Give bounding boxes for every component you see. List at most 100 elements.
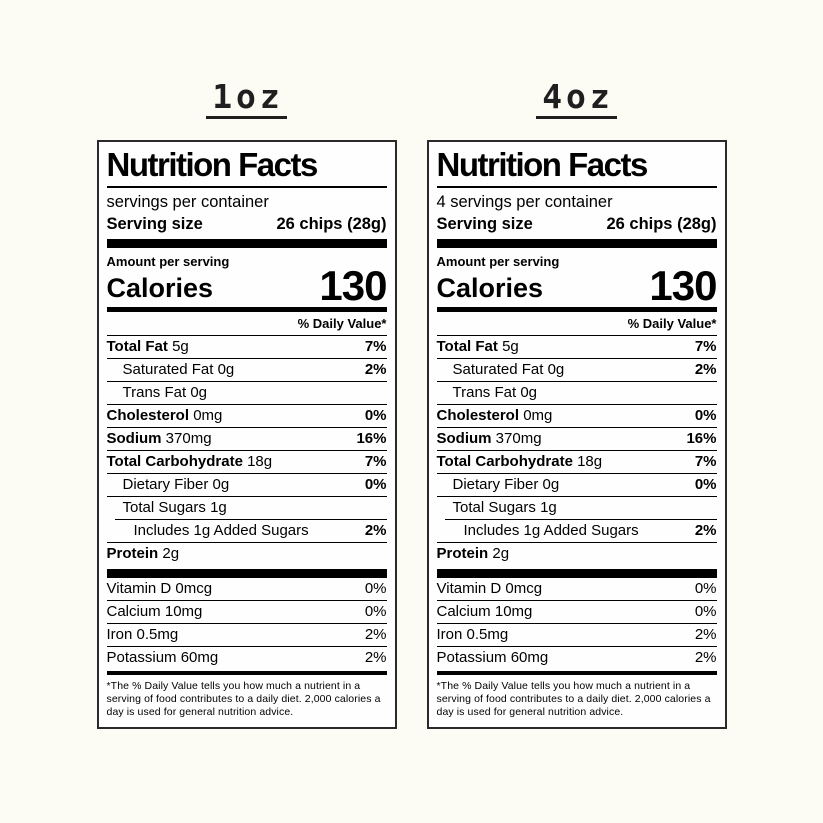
vitamin-row: Potassium 60mg 2%: [436, 645, 717, 669]
nutrient-name: Calcium: [436, 602, 491, 620]
nutrient-name-amount: Dietary Fiber 0g: [123, 474, 230, 496]
nutrient-name-amount: Saturated Fat 0g: [123, 359, 235, 381]
calories-label: Calories: [436, 272, 544, 303]
label-column-1oz: 1oz Nutrition Facts servings per contain…: [96, 80, 397, 729]
size-heading-4oz: 4oz: [536, 80, 617, 119]
nutrient-row: Protein 2g: [436, 541, 717, 565]
daily-value-percent: 0%: [694, 579, 717, 597]
nutrient-amount: 0.5mg: [466, 625, 509, 643]
nutrient-row: Dietary Fiber 0g 0%: [106, 472, 387, 496]
medium-bar: [436, 306, 717, 312]
nutrient-name-amount: Iron 0.5mg: [107, 624, 179, 646]
nutrient-name: Vitamin D: [436, 579, 502, 597]
nutrient-amount: 0mcg: [175, 579, 213, 597]
daily-value-percent: 0%: [364, 475, 387, 493]
nutrient-row: Trans Fat 0g: [436, 380, 717, 404]
daily-value-percent: 0%: [694, 475, 717, 493]
nutrient-amount: 0g: [547, 360, 565, 378]
nutrient-rows: Total Fat 5g 7% Saturated Fat 0g 2% Trans Fa…: [436, 334, 717, 565]
label-column-4oz: 4oz Nutrition Facts 4 servings per conta…: [426, 80, 727, 729]
nutrient-name: Dietary Fiber: [452, 475, 539, 493]
nutrition-label-4oz: Nutrition Facts 4 servings per container…: [426, 140, 727, 729]
nutrient-amount: 0mg: [523, 406, 553, 424]
serving-size-label: Serving size: [106, 214, 203, 233]
serving-size-row: Serving size 26 chips (28g): [107, 213, 387, 235]
daily-value-percent: 7%: [364, 452, 387, 470]
nutrient-name-amount: Includes 1g Added Sugars: [134, 520, 309, 542]
serving-size-row: Serving size 26 chips (28g): [437, 213, 717, 235]
nutrient-row: Sodium 370mg 16%: [106, 426, 387, 450]
nutrient-amount: 370mg: [165, 429, 212, 447]
nutrient-name-amount: Vitamin D 0mcg: [107, 578, 213, 600]
thick-bar: [106, 238, 387, 248]
nutrient-amount: 10mg: [494, 602, 533, 620]
nutrient-amount: 0g: [217, 360, 235, 378]
nutrient-name-amount: Total Fat 5g: [107, 336, 189, 358]
nutrient-row: Includes 1g Added Sugars 2%: [444, 518, 717, 542]
nutrient-name: Total Fat: [436, 337, 498, 355]
daily-value-percent: 2%: [694, 360, 717, 378]
servings-per-container: 4 servings per container: [436, 192, 613, 211]
daily-value-percent: 2%: [694, 625, 717, 643]
daily-value-header: % Daily Value*: [297, 315, 387, 331]
nutrient-row: Cholesterol 0mg 0%: [106, 403, 387, 427]
nutrient-name: Includes 1g Added Sugars: [133, 521, 309, 539]
nutrient-amount: 370mg: [495, 429, 542, 447]
amount-per-serving: Amount per serving: [106, 253, 230, 269]
nutrient-name-amount: Trans Fat 0g: [453, 382, 538, 404]
nutrient-row: Total Carbohydrate 18g 7%: [106, 449, 387, 473]
nutrient-name-amount: Iron 0.5mg: [437, 624, 509, 646]
medium-bar: [106, 306, 387, 312]
nutrient-row: Total Sugars 1g: [436, 495, 717, 519]
nutrient-name-amount: Total Carbohydrate 18g: [107, 451, 273, 473]
title-divider: [436, 185, 717, 188]
nutrient-amount: 0.5mg: [136, 625, 179, 643]
daily-value-percent: 16%: [686, 429, 717, 447]
nutrient-amount: 0mcg: [505, 579, 543, 597]
nutrient-name: Total Sugars: [452, 498, 536, 516]
nutrient-name-amount: Sodium 370mg: [437, 428, 542, 450]
thick-bar: [106, 568, 387, 578]
thick-bar: [436, 238, 717, 248]
daily-value-percent: 2%: [364, 360, 387, 378]
nutrient-amount: 60mg: [510, 648, 549, 666]
nutrient-name: Vitamin D: [106, 579, 172, 597]
nutrient-name-amount: Protein 2g: [107, 543, 180, 565]
nutrient-name-amount: Dietary Fiber 0g: [453, 474, 560, 496]
nutrient-name-amount: Trans Fat 0g: [123, 382, 208, 404]
nutrient-name-amount: Total Sugars 1g: [123, 497, 227, 519]
daily-value-percent: 0%: [694, 406, 717, 424]
nutrient-name: Potassium: [106, 648, 177, 666]
serving-size-label: Serving size: [436, 214, 533, 233]
nutrient-amount: 5g: [172, 337, 189, 355]
nutrient-name: Protein: [436, 544, 489, 562]
nutrient-amount: 0g: [520, 383, 537, 401]
footnote: *The % Daily Value tells you how much a …: [106, 679, 381, 718]
daily-value-percent: 2%: [364, 521, 387, 539]
nutrient-amount: 0g: [212, 475, 230, 493]
serving-size-value: 26 chips (28g): [606, 214, 717, 233]
calories-row: Calories 130: [107, 264, 388, 306]
nutrient-name-amount: Total Sugars 1g: [453, 497, 557, 519]
nutrient-amount: 18g: [247, 452, 273, 470]
daily-value-percent: 2%: [364, 648, 387, 666]
nutrient-name: Total Sugars: [122, 498, 206, 516]
nutrient-name-amount: Sodium 370mg: [107, 428, 212, 450]
nutrient-name: Iron: [436, 625, 463, 643]
daily-value-percent: 7%: [694, 452, 717, 470]
nutrient-name: Trans Fat: [452, 383, 517, 401]
nutrient-name-amount: Cholesterol 0mg: [437, 405, 553, 427]
daily-value-percent: 16%: [356, 429, 387, 447]
vitamin-row: Potassium 60mg 2%: [106, 645, 387, 669]
thick-bar: [436, 568, 717, 578]
nutrient-row: Protein 2g: [106, 541, 387, 565]
calories-value: 130: [649, 261, 717, 309]
nutrient-name: Dietary Fiber: [122, 475, 209, 493]
nutrient-name: Trans Fat: [122, 383, 187, 401]
nutrient-amount: 60mg: [180, 648, 219, 666]
title-divider: [106, 185, 387, 188]
serving-size-value: 26 chips (28g): [276, 214, 387, 233]
vitamin-row: Vitamin D 0mcg 0%: [437, 578, 717, 600]
nutrient-name: Total Carbohydrate: [106, 452, 243, 470]
